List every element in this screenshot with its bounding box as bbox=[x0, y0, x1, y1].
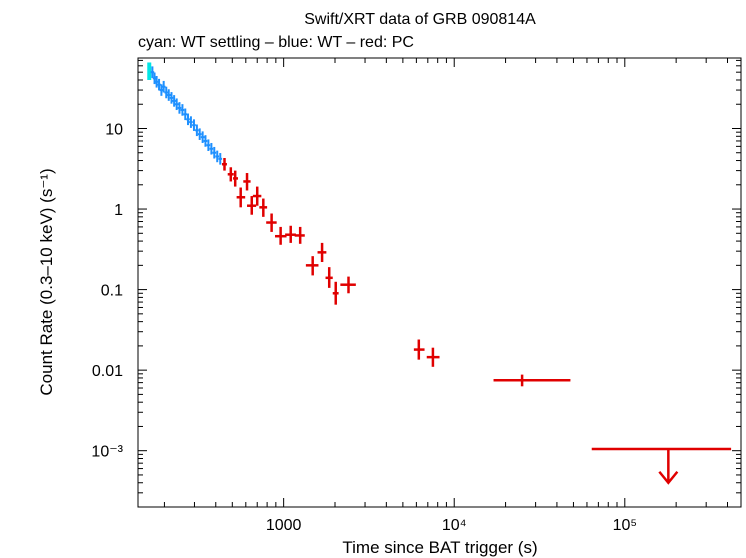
data-point bbox=[325, 267, 333, 288]
data-point bbox=[252, 186, 262, 206]
data-point bbox=[317, 242, 327, 263]
data-point bbox=[186, 113, 190, 126]
data-point bbox=[340, 276, 356, 294]
data-point bbox=[157, 78, 161, 91]
data-point bbox=[294, 226, 305, 244]
data-point bbox=[169, 92, 174, 104]
y-tick-label: 1 bbox=[114, 202, 123, 219]
x-tick-label: 10⁵ bbox=[613, 517, 637, 534]
data-point bbox=[166, 89, 171, 101]
data-point bbox=[200, 131, 205, 143]
data-point bbox=[305, 256, 319, 276]
data-point bbox=[192, 119, 196, 131]
data-point bbox=[147, 62, 152, 80]
data-point bbox=[413, 339, 425, 360]
y-tick-label: 0.1 bbox=[101, 283, 123, 300]
data-point bbox=[215, 150, 220, 163]
data-point bbox=[493, 374, 571, 387]
data-point bbox=[426, 347, 440, 367]
data-point bbox=[183, 108, 188, 121]
data-point bbox=[174, 98, 179, 111]
data-point bbox=[236, 187, 246, 208]
data-point bbox=[164, 86, 169, 99]
x-tick-label: 1000 bbox=[266, 517, 302, 534]
data-point bbox=[227, 167, 234, 182]
data-point bbox=[266, 213, 277, 232]
y-tick-label: 0.01 bbox=[92, 363, 123, 380]
series-pc bbox=[221, 158, 732, 485]
y-axis-label: Count Rate (0.3–10 keV) (s⁻¹) bbox=[37, 168, 56, 395]
data-point bbox=[221, 158, 227, 171]
data-point bbox=[275, 226, 287, 245]
x-tick-label: 10⁴ bbox=[442, 517, 467, 534]
data-point bbox=[218, 153, 223, 165]
chart-subtitle: cyan: WT settling – blue: WT – red: PC bbox=[138, 34, 414, 51]
data-point bbox=[285, 225, 296, 243]
data-point bbox=[212, 146, 217, 159]
series-wt-settling bbox=[147, 62, 152, 80]
data-point bbox=[172, 95, 176, 107]
x-axis: 1000 10⁴ 10⁵ bbox=[163, 58, 728, 534]
data-point bbox=[206, 139, 211, 152]
data-point bbox=[150, 66, 155, 78]
data-point bbox=[195, 124, 199, 137]
data-point bbox=[332, 281, 339, 305]
plot-area bbox=[147, 62, 732, 485]
y-tick-label: 10 bbox=[105, 121, 123, 138]
y-axis: 10 1 0.1 0.01 10⁻³ bbox=[91, 59, 741, 508]
data-point bbox=[180, 104, 185, 116]
data-point bbox=[203, 135, 208, 147]
upper-limit bbox=[591, 447, 732, 485]
data-point bbox=[177, 102, 182, 114]
data-point bbox=[243, 173, 251, 191]
series-wt bbox=[150, 66, 223, 165]
data-point bbox=[159, 84, 164, 96]
data-point bbox=[197, 128, 202, 140]
data-point bbox=[247, 196, 257, 215]
x-axis-label: Time since BAT trigger (s) bbox=[342, 538, 537, 557]
data-point bbox=[259, 198, 268, 217]
chart-title: Swift/XRT data of GRB 090814A bbox=[304, 11, 536, 28]
data-point bbox=[161, 80, 166, 93]
data-point bbox=[189, 116, 193, 128]
plot-frame bbox=[137, 57, 742, 508]
data-point bbox=[233, 170, 239, 187]
data-point bbox=[154, 75, 159, 88]
y-tick-label: 10⁻³ bbox=[91, 444, 123, 461]
data-point bbox=[209, 142, 214, 155]
